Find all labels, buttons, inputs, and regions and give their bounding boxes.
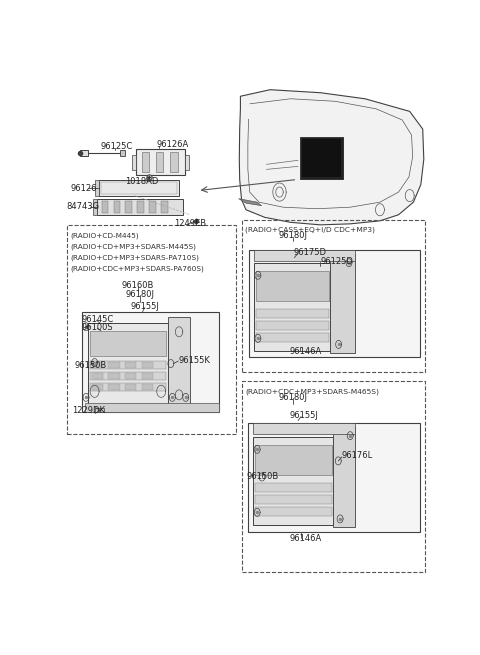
Text: (RADIO+CASS+EQ+I/D CDC+MP3): (RADIO+CASS+EQ+I/D CDC+MP3) [245,227,375,233]
Bar [108,362,120,368]
Bar [136,149,185,176]
Bar [142,362,153,368]
Bar [256,333,329,342]
Bar [92,362,103,368]
Bar [142,152,149,172]
Bar [90,383,166,391]
Text: 1249EB: 1249EB [175,219,207,229]
Bar [120,150,125,156]
Bar [330,254,355,353]
Text: 96126A: 96126A [156,140,189,149]
Polygon shape [239,198,262,206]
Bar [99,181,179,196]
Text: (RADIO+CDC+MP3+SDARS-PA760S): (RADIO+CDC+MP3+SDARS-PA760S) [71,266,204,272]
Text: 96150B: 96150B [75,360,107,369]
Text: 84743G: 84743G [67,202,100,211]
Text: 96155J: 96155J [290,411,319,420]
Text: 96100S: 96100S [82,323,113,331]
Bar [108,384,120,390]
Bar [254,250,355,261]
Bar [90,372,166,380]
Bar [256,309,329,318]
Bar [67,225,236,434]
Text: 96180J: 96180J [125,290,154,299]
Bar [255,495,332,504]
Bar [101,183,177,194]
Bar [242,220,425,372]
Text: 96146A: 96146A [290,347,322,356]
Bar [142,384,153,390]
Bar [80,150,88,156]
Text: 96146A: 96146A [290,534,322,543]
Bar [149,200,156,213]
Bar [82,312,219,413]
Bar [248,423,420,531]
Text: 96176L: 96176L [342,451,373,460]
Bar [300,137,343,179]
Bar [108,373,120,379]
Text: 96180J: 96180J [279,231,308,240]
Text: 96155K: 96155K [178,356,210,365]
Bar [125,200,132,213]
Bar [256,271,329,301]
Bar [88,323,168,404]
Text: 96145C: 96145C [82,314,114,324]
Bar [301,138,342,178]
Bar [90,361,166,369]
Bar [102,200,108,213]
Bar [96,409,104,413]
Bar [125,362,136,368]
Text: (RADIO+CDC+MP3+SDARS-M465S): (RADIO+CDC+MP3+SDARS-M465S) [245,388,379,394]
Bar [185,155,189,170]
Text: (RADIO+CD+MP3+SDARS-PA710S): (RADIO+CD+MP3+SDARS-PA710S) [71,255,199,261]
Bar [156,152,163,172]
Text: 96150B: 96150B [247,472,279,481]
Text: (RADIO+CD-M445): (RADIO+CD-M445) [71,233,139,239]
Text: 96180J: 96180J [279,393,308,402]
Bar [253,437,334,525]
Bar [255,507,332,516]
Text: 1018AD: 1018AD [125,178,158,187]
Bar [255,483,332,492]
Text: 96175D: 96175D [294,248,326,257]
Text: 96160B: 96160B [121,281,154,290]
Bar [161,200,168,213]
Bar [253,423,355,434]
Bar [242,381,425,572]
Bar [137,200,144,213]
Bar [97,198,183,215]
Bar [92,373,103,379]
Bar [125,373,136,379]
Bar [168,316,190,407]
Text: 96125D: 96125D [321,257,353,266]
Bar [92,384,103,390]
Bar [96,181,99,196]
Text: (RADIO+CD+MP3+SDARS-M445S): (RADIO+CD+MP3+SDARS-M445S) [71,244,196,250]
Bar [255,445,332,474]
Bar [85,403,219,413]
Text: 96155J: 96155J [131,302,159,311]
Bar [90,331,166,356]
Bar [132,155,136,170]
Text: 1229DK: 1229DK [72,406,105,415]
Text: 96126: 96126 [71,183,97,193]
Bar [114,200,120,213]
Bar [256,321,329,329]
Bar [249,250,420,357]
Text: 96125C: 96125C [101,142,133,151]
Bar [142,373,153,379]
Bar [334,427,355,527]
Bar [254,263,330,351]
Bar [125,384,136,390]
Bar [170,152,178,172]
Bar [94,198,97,215]
Polygon shape [240,90,424,225]
